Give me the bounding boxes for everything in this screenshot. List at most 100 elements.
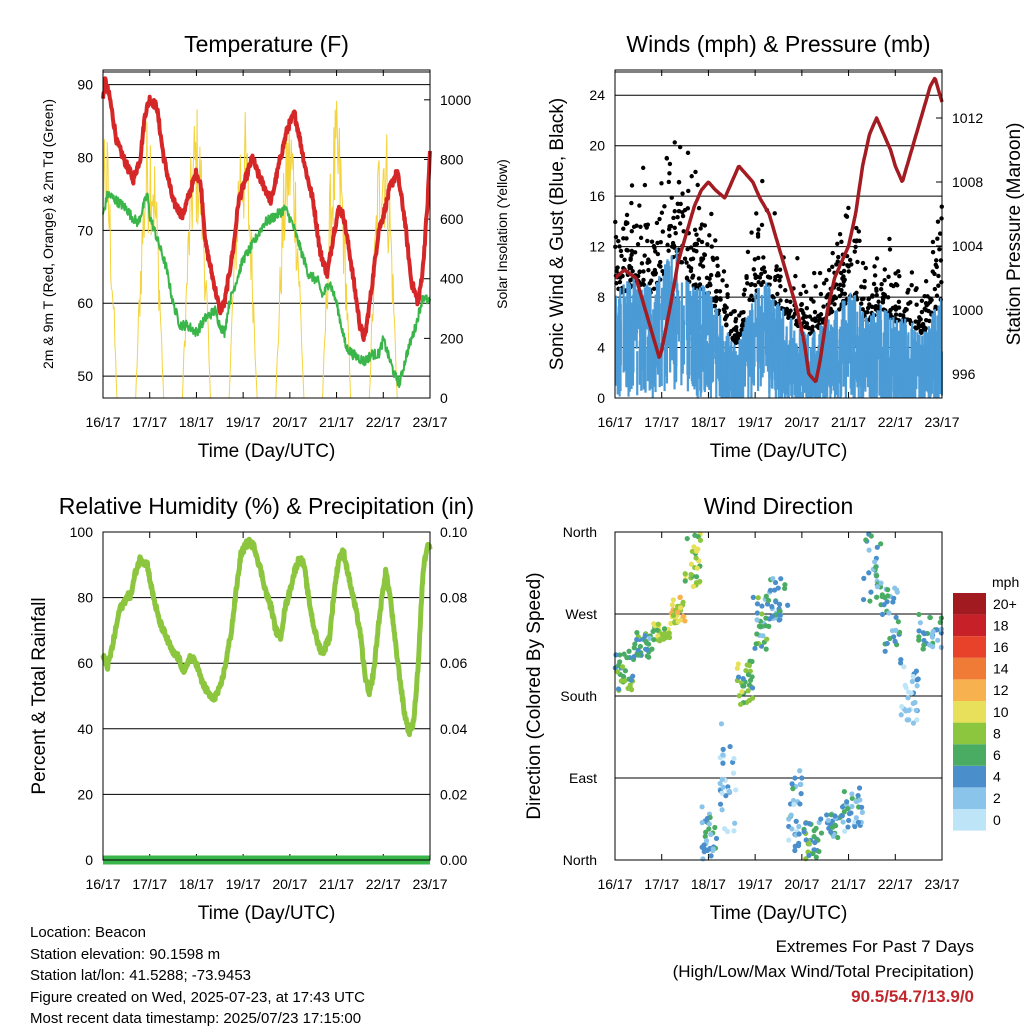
gust-mark	[923, 308, 929, 313]
plot-border	[102, 69, 431, 399]
direction-mark	[806, 841, 812, 847]
direction-mark	[841, 788, 847, 795]
gust-mark	[909, 270, 915, 275]
gust-mark	[804, 305, 810, 311]
gust-mark	[645, 222, 651, 227]
direction-mark	[786, 837, 792, 843]
gust-mark	[841, 279, 846, 284]
direction-mark	[816, 848, 822, 855]
direction-mark	[745, 672, 751, 678]
gust-mark	[666, 179, 672, 185]
gust-mark	[696, 205, 702, 211]
gust-mark	[747, 297, 752, 302]
gust-mark	[934, 258, 939, 263]
y2-tick-label: 0	[440, 390, 448, 406]
gust-mark	[882, 267, 888, 272]
gust-mark	[745, 281, 750, 286]
y2-tick-label: 0.02	[440, 786, 467, 802]
direction-mark	[763, 646, 769, 652]
x-tick-label: 22/17	[366, 876, 401, 892]
direction-mark	[908, 690, 914, 696]
gust-mark	[721, 269, 727, 274]
gust-mark	[679, 260, 685, 265]
direction-mark	[921, 642, 927, 648]
gust-mark	[928, 296, 933, 301]
gust-mark	[862, 285, 867, 290]
direction-mark	[818, 830, 825, 836]
direction-mark	[793, 818, 799, 824]
direction-mark	[824, 812, 830, 818]
gust-mark	[694, 232, 699, 237]
direction-mark	[811, 828, 817, 834]
colorbar-label: 2	[993, 790, 1001, 806]
direction-mark	[906, 717, 912, 723]
direction-mark	[856, 785, 863, 791]
direction-mark	[916, 634, 922, 640]
direction-mark	[921, 631, 927, 637]
direction-mark	[626, 648, 632, 654]
gust-mark	[676, 179, 682, 185]
gust-mark	[818, 312, 824, 317]
x-tick-label: 23/17	[924, 876, 959, 892]
x-tick-label: 21/17	[319, 414, 354, 430]
gust-mark	[772, 211, 777, 216]
gust-mark	[907, 317, 913, 323]
gust-mark	[887, 247, 893, 252]
direction-mark	[797, 801, 803, 807]
x-tick-label: 16/17	[597, 876, 632, 892]
gust-mark	[817, 270, 823, 276]
direction-mark	[637, 643, 643, 650]
direction-mark	[813, 854, 819, 860]
direction-mark	[913, 668, 919, 674]
colorbar-swatch	[953, 679, 986, 701]
gust-mark	[878, 287, 884, 292]
gust-mark	[682, 256, 688, 261]
direction-mark	[743, 667, 749, 674]
gust-mark	[856, 229, 862, 234]
colorbar-label: 10	[993, 704, 1009, 720]
gust-mark	[680, 213, 686, 219]
gust-mark	[638, 224, 643, 229]
direction-mark	[782, 585, 788, 592]
gust-mark	[847, 257, 853, 263]
timestamp-text: Most recent data timestamp: 2025/07/23 1…	[30, 1010, 362, 1027]
direction-mark	[788, 812, 794, 818]
gust-mark	[860, 260, 866, 266]
panel-title: Wind Direction	[704, 493, 854, 519]
direction-mark	[846, 811, 853, 817]
gust-mark	[698, 226, 703, 231]
gust-mark	[784, 298, 789, 304]
colorbar-swatch	[953, 614, 986, 637]
direction-mark	[770, 575, 776, 582]
y-axis-label: Direction (Colored By Speed)	[524, 572, 545, 819]
direction-mark	[887, 635, 893, 642]
gust-mark	[873, 303, 879, 309]
gust-mark	[624, 236, 629, 241]
gust-mark	[891, 283, 896, 289]
y2-tick-label: 600	[440, 211, 464, 227]
gust-mark	[893, 271, 898, 276]
gust-mark	[722, 303, 728, 308]
y-tick-label: 8	[597, 289, 605, 305]
gust-mark	[677, 221, 683, 226]
extremes-block: Extremes For Past 7 Days (High/Low/Max W…	[673, 934, 974, 1009]
gust-mark	[637, 203, 642, 208]
gust-mark	[640, 165, 646, 171]
direction-mark	[778, 576, 784, 582]
direction-mark	[713, 835, 720, 842]
plot-border	[614, 69, 943, 399]
gust-mark	[699, 258, 704, 263]
direction-mark	[849, 803, 855, 810]
direction-mark	[731, 828, 737, 834]
direction-mark	[829, 824, 836, 830]
x-tick-label: 17/17	[644, 876, 679, 892]
gust-mark	[902, 309, 907, 314]
gust-mark	[705, 242, 710, 247]
extremes-title: Extremes For Past 7 Days	[775, 937, 974, 956]
direction-mark	[644, 647, 650, 653]
gust-mark	[708, 272, 714, 278]
direction-mark	[878, 580, 884, 586]
direction-mark	[860, 596, 867, 603]
direction-mark	[777, 608, 783, 614]
gust-mark	[651, 272, 656, 277]
